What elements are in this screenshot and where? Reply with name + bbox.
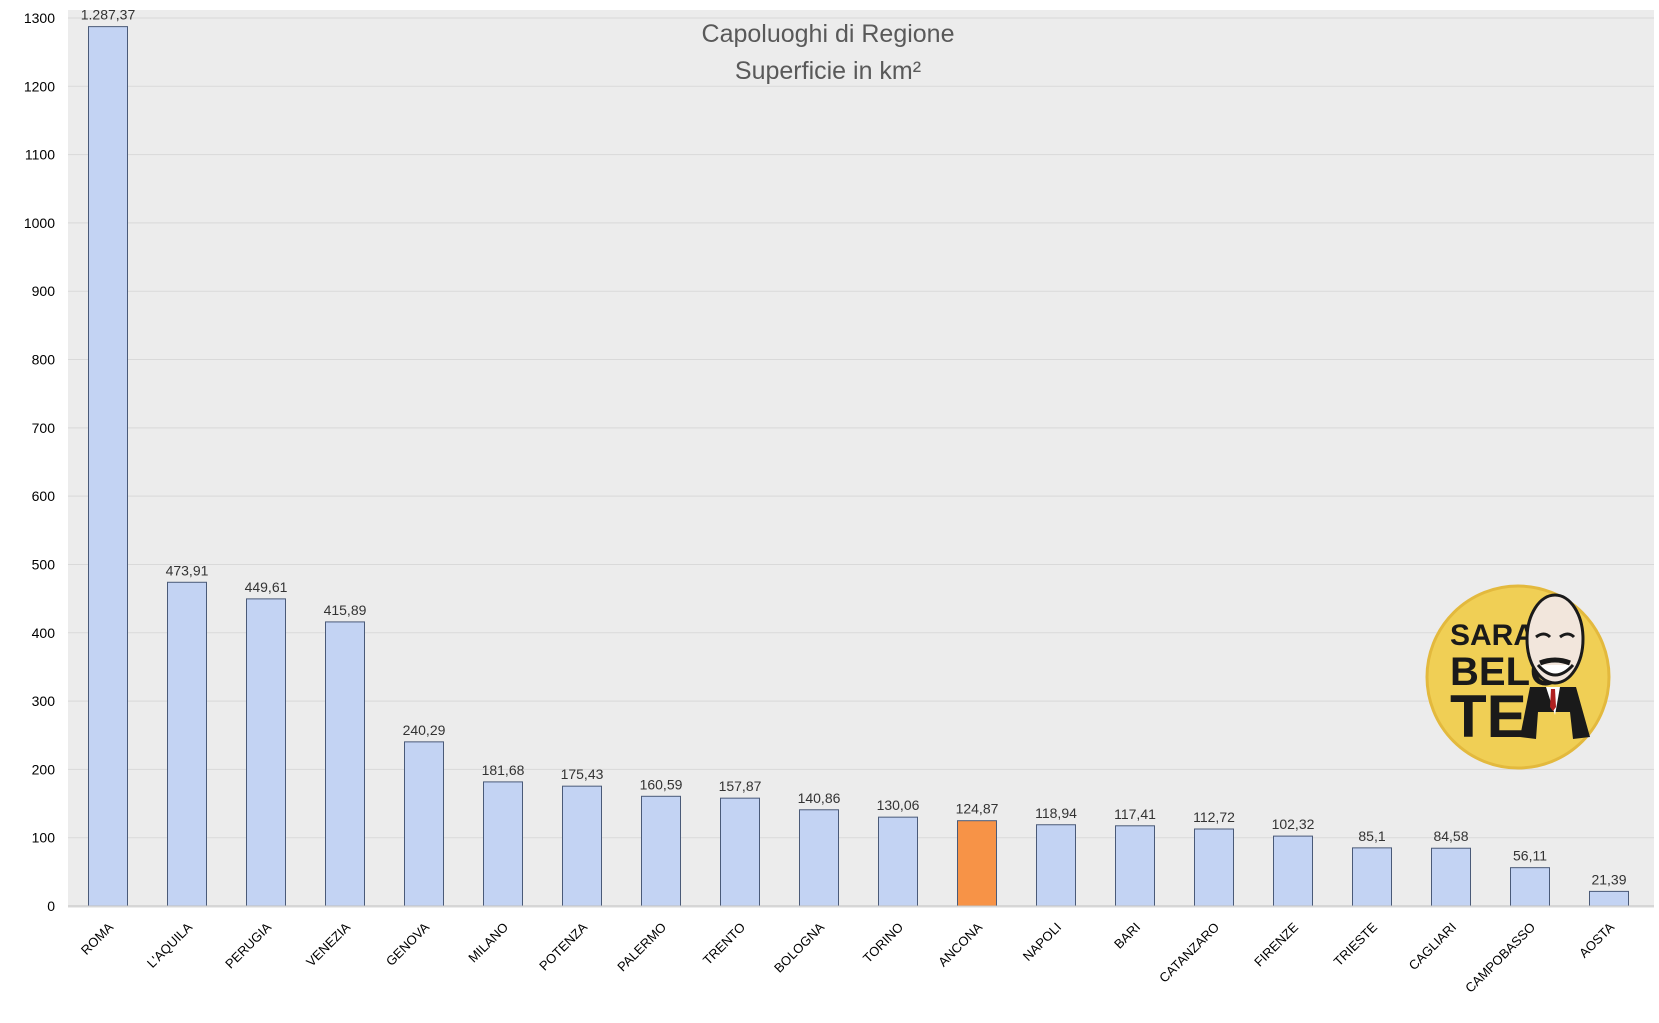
y-tick-label: 1000 [24,215,55,231]
bar-firenze [1273,835,1313,907]
bar-trento [720,797,760,907]
bar-cagliari [1431,847,1471,907]
bar-campobasso [1510,867,1550,907]
bar-venezia [325,621,365,907]
bar-aosta [1589,890,1629,907]
bar-bologna [799,809,839,907]
data-label: 118,94 [1035,805,1077,821]
data-label: 84,58 [1433,828,1468,844]
bar-trieste [1352,847,1392,907]
data-label: 157,87 [719,778,762,794]
y-tick-label: 100 [32,830,56,846]
data-labels: 1.287,37 473,91 449,61 415,89 240,29 181,68 17… [81,7,1627,888]
bar-milano [483,781,523,907]
y-tick-label: 400 [32,625,56,641]
bar-palermo [641,795,681,907]
y-tick-label: 1200 [24,78,55,94]
y-tick-label: 0 [47,898,55,914]
y-axis: 0 100 200 300 400 500 600 700 800 900 1000 1100 1200… [24,10,55,914]
data-label: 117,41 [1114,806,1156,822]
y-tick-label: 1300 [24,10,55,26]
caricature-figure-icon [1520,593,1590,739]
data-label: 473,91 [166,562,209,578]
data-label: 140,86 [798,790,841,806]
data-label: 1.287,37 [81,7,136,23]
data-label: 124,87 [956,801,999,817]
y-tick-label: 900 [32,283,56,299]
data-label: 21,39 [1591,871,1626,887]
y-tick-label: 800 [32,352,56,368]
y-tick-label: 700 [32,420,56,436]
saranbelote-logo: SARAN BELO TE [1425,584,1611,770]
bar-perugia [246,598,286,907]
data-label: 85,1 [1358,828,1385,844]
data-label: 112,72 [1193,809,1235,825]
y-tick-label: 500 [32,556,56,572]
data-label: 130,06 [877,797,920,813]
data-label: 449,61 [245,579,288,595]
y-tick-label: 600 [32,488,56,504]
bar-napoli [1036,824,1076,907]
bar-ancona [957,820,997,907]
bar-bari [1115,825,1155,907]
chart-title: Capoluoghi di Regione [702,20,955,48]
bar-roma [88,26,128,907]
chart-subtitle: Superficie in km² [735,57,921,85]
data-label: 102,32 [1272,816,1315,832]
data-label: 56,11 [1513,848,1547,864]
data-label: 175,43 [561,766,604,782]
bar-genova [404,741,444,907]
bar-laquila [167,581,207,907]
bar-catanzaro [1194,828,1234,907]
data-label: 181,68 [482,762,525,778]
plot-area [68,10,1654,908]
y-tick-label: 1100 [25,147,55,163]
logo-line-3: TE [1450,683,1527,750]
y-tick-label: 200 [32,761,56,777]
data-label: 160,59 [640,776,683,792]
bar-torino [878,816,918,907]
bar-potenza [562,785,602,907]
bars [88,26,1629,907]
y-tick-label: 300 [32,693,56,709]
data-label: 240,29 [403,722,446,738]
data-label: 415,89 [324,602,367,618]
